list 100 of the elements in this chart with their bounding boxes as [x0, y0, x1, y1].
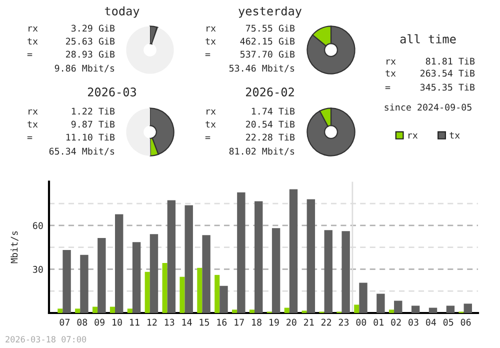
text: 81.81 TiB: [426, 58, 475, 65]
bar: [75, 308, 80, 313]
bar: [237, 192, 246, 313]
x-tick-label: 15: [200, 318, 209, 326]
bar: [446, 306, 455, 313]
text: 9.87 TiB: [71, 120, 115, 128]
chart-title: today: [104, 6, 140, 18]
text: rx: [206, 109, 216, 115]
text: since 2024-09-05: [384, 104, 472, 111]
text: tx: [28, 38, 38, 45]
text: 28.93 GiB: [66, 50, 115, 58]
text: rx: [386, 59, 396, 65]
x-tick-label: 19: [270, 318, 279, 326]
y-tick-label: 30: [33, 266, 43, 273]
bar: [272, 228, 280, 313]
x-tick-label: 23: [338, 318, 349, 326]
x-tick-label: 22: [321, 318, 332, 326]
text: =: [385, 86, 390, 89]
text: =: [205, 136, 210, 139]
donut-slice: [126, 26, 174, 74]
text: =: [27, 136, 32, 139]
y-axis-title: Mbit/s: [10, 231, 18, 264]
x-tick-label: 13: [164, 318, 174, 326]
bar: [464, 304, 472, 313]
text: =: [205, 53, 210, 56]
text: 263.54 TiB: [420, 70, 475, 77]
text: 75.55 GiB: [246, 24, 295, 32]
x-tick-label: 09: [94, 318, 104, 326]
bar: [202, 235, 210, 313]
text: tx: [206, 38, 216, 45]
text: 1.74 TiB: [252, 108, 295, 115]
text: =: [27, 53, 32, 56]
bar: [324, 230, 332, 313]
bar: [184, 205, 193, 313]
x-tick-label: 01: [374, 318, 384, 326]
bar: [58, 308, 63, 313]
bar: [150, 234, 158, 313]
chart-title: 2026-03: [88, 88, 136, 96]
legend-label: tx: [450, 132, 460, 139]
text: 53.46 Mbit/s: [229, 64, 294, 72]
bar: [127, 308, 132, 313]
text: rx: [206, 26, 216, 32]
text: 537.70 GiB: [240, 50, 295, 58]
bar: [284, 308, 290, 313]
bar: [180, 276, 185, 313]
bar: [132, 242, 141, 313]
y-tick-label: 60: [33, 222, 43, 230]
text: rx: [28, 26, 38, 32]
chart-title: yesterday: [238, 6, 302, 18]
text: 20.54 TiB: [246, 120, 295, 128]
bar: [428, 308, 438, 313]
bar: [306, 199, 316, 313]
x-tick-label: 16: [217, 318, 227, 326]
donut-slice: [306, 26, 356, 74]
bar: [411, 306, 420, 313]
text: 81.02 Mbit/s: [229, 148, 294, 156]
bar: [92, 306, 98, 313]
text: 65.34 Mbit/s: [49, 148, 114, 156]
donut-slice: [306, 108, 356, 156]
bar: [342, 231, 350, 313]
chart-title: 2026-02: [246, 88, 294, 96]
text: 22.28 TiB: [246, 134, 295, 141]
bar: [354, 304, 360, 313]
text: rx: [28, 109, 38, 115]
text: 2026-03-18 07:00: [6, 336, 86, 342]
bar: [110, 306, 116, 313]
bar: [167, 200, 176, 313]
text: 11.10 TiB: [66, 134, 115, 141]
text: 25.63 GiB: [66, 38, 115, 45]
text: tx: [386, 70, 396, 77]
x-tick-label: 12: [147, 318, 157, 326]
x-tick-label: 08: [77, 318, 88, 326]
x-tick-label: 07: [60, 318, 70, 326]
bar: [214, 274, 220, 313]
x-tick-label: 11: [130, 318, 140, 326]
x-tick-label: 02: [391, 318, 401, 326]
bar: [115, 214, 124, 313]
legend-label: rx: [408, 133, 418, 139]
bar: [232, 310, 238, 313]
text: 462.15 GiB: [240, 38, 295, 45]
text: all time: [400, 34, 456, 44]
bar: [359, 282, 368, 313]
text: tx: [28, 121, 38, 128]
text: 1.22 TiB: [72, 108, 115, 115]
donut-slice: [149, 108, 174, 155]
bar: [289, 189, 298, 313]
bar: [249, 310, 255, 313]
x-tick-label: 20: [286, 318, 296, 326]
x-tick-label: 05: [443, 318, 454, 326]
bar: [376, 294, 385, 313]
x-tick-label: 06: [460, 318, 471, 326]
x-tick-label: 00: [356, 318, 366, 326]
x-tick-label: 18: [252, 318, 262, 326]
bar: [162, 262, 168, 313]
text: 9.86 Mbit/s: [54, 64, 114, 72]
x-tick-label: 04: [426, 318, 436, 326]
bar: [197, 268, 202, 313]
bar: [388, 310, 394, 313]
text: 345.35 TiB: [420, 84, 475, 91]
x-tick-label: 21: [304, 318, 314, 326]
